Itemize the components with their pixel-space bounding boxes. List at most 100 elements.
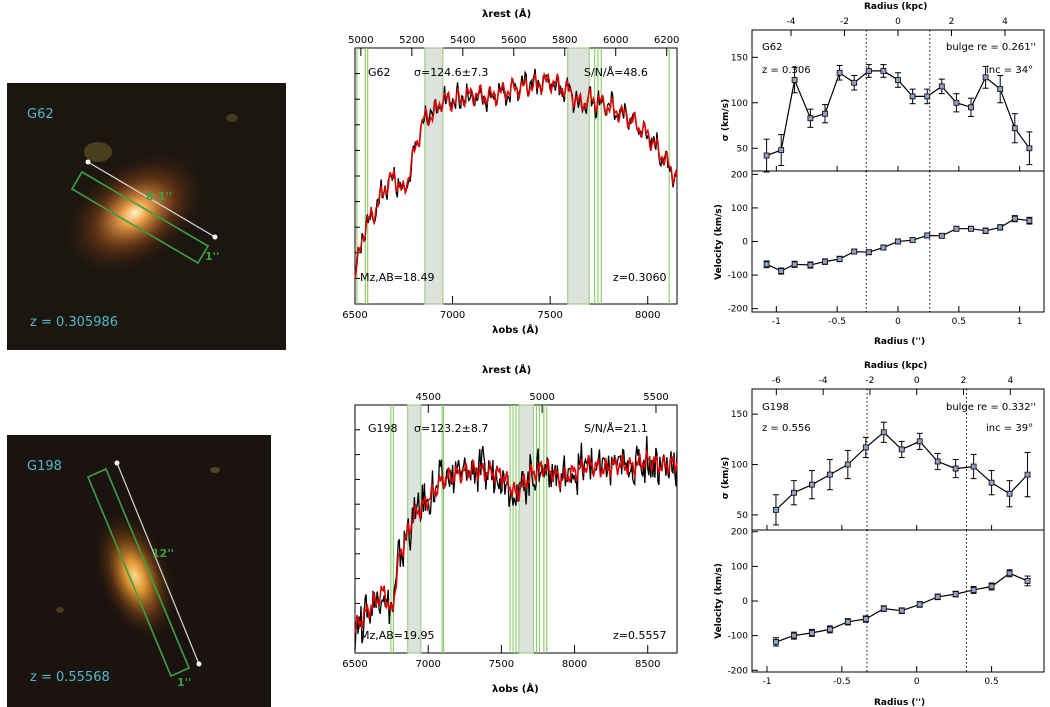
spectrum-lines [354, 68, 678, 279]
y-tick-label: 50 [737, 144, 749, 154]
velocity-data-point [791, 261, 798, 268]
y-tick-label: 0 [742, 238, 748, 248]
bulge-radius-label: bulge re = 0.261'' [946, 42, 1036, 53]
velocity-profile-line [766, 218, 1030, 272]
slit-rectangle [86, 467, 191, 678]
kinematics-plot: 50 100 150 -200 -100 0 100 200 -1 -0.5 0 0.5 1 -4 -2 0 2… [728, 17, 1033, 327]
velocity-data-point [865, 249, 872, 256]
velocity-data-point [982, 227, 989, 234]
sigma-data-point [1026, 145, 1033, 152]
sigma-data-point [808, 481, 815, 488]
y-tick-label: 50 [737, 511, 749, 521]
sigma-data-point [773, 506, 779, 513]
y-tick-label: 100 [731, 562, 748, 572]
velocity-data-point [924, 232, 931, 239]
length-endpoint [114, 460, 120, 466]
spectrum-galaxy-name: G198 [368, 422, 398, 435]
velocity-axis-label: Velocity (km/s) [714, 563, 724, 639]
velocity-data-point [938, 232, 945, 239]
y-tick-label: 150 [731, 410, 748, 420]
x-tick-label: 6500 [342, 310, 367, 321]
magnitude-label: Mz,AB=18.49 [360, 271, 435, 284]
velocity-data-point [844, 618, 851, 625]
length-endpoint [85, 159, 91, 165]
top-axis-label: λrest (Å) [482, 7, 531, 20]
x-tick-label: 7500 [537, 310, 562, 321]
kinematics-plot: 50 100 150 -200 -100 0 100 200 -1 -0.5 0 0.5 -6 -4 -2 0… [728, 376, 1031, 687]
top-tick-label: 6200 [654, 35, 679, 46]
sigma-data-point [844, 461, 851, 468]
companion-blob [210, 467, 220, 473]
kinematics-galaxy-name: G198 [762, 402, 789, 413]
sigma-data-point [862, 444, 869, 451]
sigma-data-point [826, 471, 833, 478]
velocity-data-point [880, 244, 887, 251]
spectrum-lines [354, 435, 678, 651]
sigma-data-point [880, 68, 887, 74]
top-tick-label: -2 [865, 376, 874, 386]
galaxy-glow [92, 508, 178, 644]
mask-band [567, 47, 590, 305]
velocity-data-point [934, 593, 941, 600]
sigma-data-point [952, 465, 959, 472]
companion-blob [56, 607, 64, 613]
slit-rectangle [70, 170, 210, 265]
top-tick-label: 2 [949, 17, 955, 27]
length-endpoint [196, 661, 202, 667]
velocity-data-point [968, 225, 974, 232]
observed-spectrum-line [354, 68, 678, 279]
velocity-data-point [807, 262, 814, 268]
y-tick-label: 100 [731, 461, 748, 471]
velocity-data-point [836, 256, 843, 262]
top-axis-label: Radius (kpc) [864, 361, 927, 371]
image-galaxy-label: G62 [27, 107, 54, 122]
y-tick-label: 200 [731, 528, 748, 538]
x-tick-label: 0 [895, 317, 901, 327]
sigma-data-point [807, 115, 814, 122]
top-tick-label: -4 [787, 17, 796, 27]
inclination-label: inc = 34° [986, 65, 1033, 76]
velocity-frame [751, 529, 1045, 673]
image-redshift-label: z = 0.55568 [30, 670, 110, 685]
velocity-data-point [970, 587, 977, 593]
top-tick-label: 2 [961, 376, 967, 386]
spectrum-galaxy-name: G62 [368, 66, 391, 79]
top-axis-label: Radius (kpc) [864, 2, 927, 12]
kinematics-galaxy-name: G62 [762, 42, 782, 53]
top-tick-label: 5200 [399, 35, 424, 46]
mask-bands [356, 47, 670, 305]
velocity-data-point [916, 601, 923, 608]
sigma-data-point [898, 446, 905, 453]
x-tick-label: 7000 [415, 659, 440, 670]
sigma-data-point [982, 74, 989, 81]
sigma-data-point [791, 77, 798, 83]
image-redshift-label: z = 0.305986 [30, 315, 118, 330]
y-tick-label: -200 [728, 666, 749, 676]
sigma-data-point [924, 93, 931, 100]
top-tick-label: 5400 [450, 35, 475, 46]
y-tick-label: -200 [728, 305, 749, 315]
top-tick-label: -6 [772, 376, 781, 386]
slit-length-label: 12'' [152, 547, 174, 560]
spectrum-panel-g62: 6500 7000 7500 8000 5000 5200 5400 5600 5800 6000… [342, 7, 679, 336]
spectrum-redshift-label: z=0.3060 [613, 271, 666, 284]
galaxy-image-g198: G198 z = 0.55568 12'' 1'' [7, 435, 271, 707]
slit-width-label: 1'' [177, 676, 191, 689]
velocity-data-point [1024, 578, 1031, 584]
sigma-data-point [968, 104, 974, 111]
x-tick-label: 0.5 [984, 677, 998, 687]
velocity-data-point [898, 607, 905, 614]
companion-blob [226, 114, 238, 122]
kinematics-redshift: z = 0.556 [762, 423, 811, 434]
y-tick-label: 100 [731, 99, 748, 109]
top-tick-label: 5000 [348, 35, 373, 46]
sn-label: S/N/Å=21.1 [584, 422, 648, 435]
velocity-data-point [1011, 215, 1018, 222]
y-tick-label: 100 [731, 204, 748, 214]
bulge-radius-label: bulge re = 0.332'' [946, 402, 1036, 413]
velocity-data-point [988, 583, 995, 590]
velocity-data-point [862, 616, 869, 622]
image-galaxy-label: G198 [27, 459, 62, 474]
length-endpoint [212, 234, 218, 240]
velocity-data-point [791, 632, 797, 639]
